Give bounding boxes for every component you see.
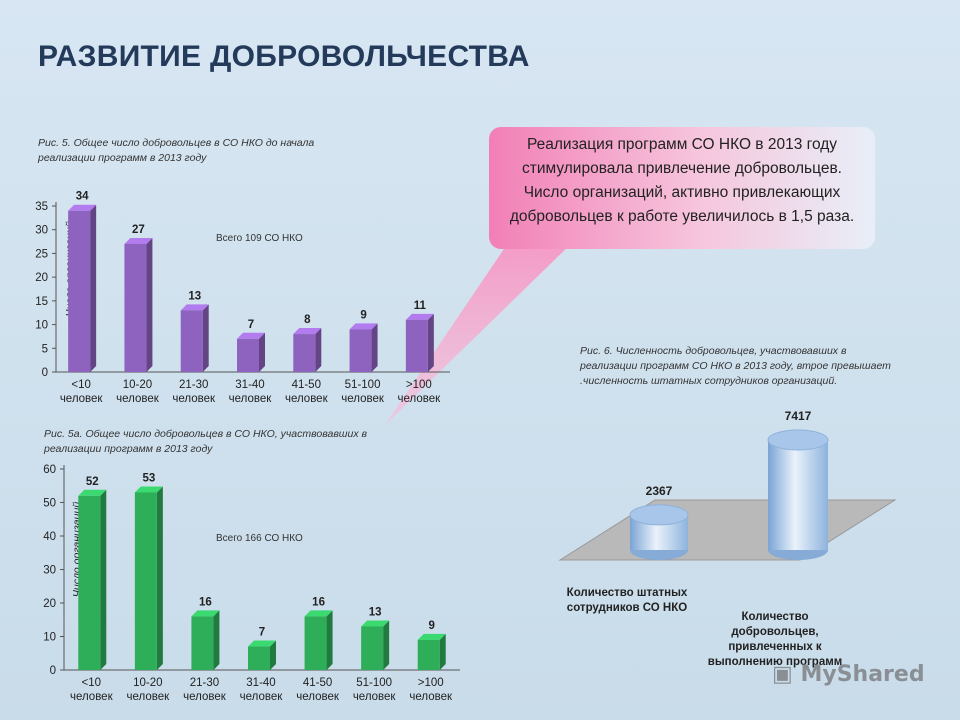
chart1-category-label: 21-30 bbox=[179, 379, 208, 391]
chart2-value-label: 7 bbox=[259, 627, 265, 639]
chart2-bar bbox=[417, 633, 446, 670]
chart1-bar bbox=[68, 204, 97, 372]
chart2-value-label: 52 bbox=[86, 476, 99, 488]
chart1-category-label: человек bbox=[341, 393, 385, 405]
chart2-category-label: человек bbox=[183, 691, 227, 703]
chart3-caption: Рис. 6. Численность добровольцев, участв… bbox=[580, 345, 891, 387]
chart2-category-label: человек bbox=[353, 691, 397, 703]
chart1-category-label: >100 bbox=[406, 379, 432, 391]
chart2-category-label: 51-100 bbox=[356, 677, 392, 689]
chart3-value-label: 7417 bbox=[785, 409, 812, 423]
chart3-floor bbox=[558, 499, 897, 561]
chart1-category-label: человек bbox=[398, 393, 442, 405]
chart1-value-label: 34 bbox=[76, 191, 89, 203]
chart1-category-label: <10 bbox=[71, 379, 91, 391]
chart1-total: Всего 109 СО НКО bbox=[216, 233, 303, 244]
chart2-category-label: 10-20 bbox=[133, 677, 162, 689]
chart2-bar bbox=[248, 640, 276, 670]
chart1-category-label: человек bbox=[172, 393, 216, 405]
chart2-value-label: 9 bbox=[429, 620, 435, 632]
chart1-y-tick-label: 30 bbox=[35, 225, 48, 237]
chart1-value-label: 8 bbox=[304, 314, 311, 326]
chart2-y-tick-label: 50 bbox=[43, 498, 56, 510]
chart1-category-label: человек bbox=[116, 393, 160, 405]
chart1-y-tick-label: 35 bbox=[35, 201, 48, 213]
chart2-value-label: 16 bbox=[312, 596, 325, 608]
chart2-caption: Рис. 5а. Общее число добровольцев в СО Н… bbox=[44, 428, 368, 455]
chart1-category-label: 41-50 bbox=[292, 379, 321, 391]
chart2-bar bbox=[361, 620, 390, 670]
chart2-category-label: 21-30 bbox=[190, 677, 219, 689]
callout-text: Реализация программ СО НКО в 2013 году с… bbox=[509, 136, 855, 225]
chart2-category-label: человек bbox=[70, 691, 114, 703]
chart3-category-label: Количество добровольцев, привлеченных к вып… bbox=[708, 611, 842, 668]
chart1-bar bbox=[180, 304, 209, 372]
chart2-category-label: >100 bbox=[418, 677, 444, 689]
monitor-icon: ▣ bbox=[772, 662, 793, 687]
chart3-category-label: Количество штатных сотрудников СО НКО bbox=[567, 587, 688, 614]
chart2-category-label: человек bbox=[240, 691, 284, 703]
chart1-category-label: человек bbox=[229, 393, 273, 405]
chart1-y-tick-label: 25 bbox=[35, 248, 48, 260]
chart3-cylinder bbox=[629, 504, 689, 560]
chart1-y-tick-label: 15 bbox=[35, 296, 48, 308]
watermark-text: MyShared bbox=[800, 662, 925, 687]
chart1-value-label: 11 bbox=[414, 300, 427, 312]
chart2-y-tick-label: 30 bbox=[43, 565, 56, 577]
chart1-category-label: человек bbox=[60, 393, 104, 405]
chart1-y-tick-label: 5 bbox=[42, 343, 48, 355]
chart2-category-label: человек bbox=[127, 691, 171, 703]
chart2-category-label: 31-40 bbox=[246, 677, 275, 689]
chart1-value-label: 7 bbox=[248, 319, 254, 331]
chart1-caption: Рис. 5. Общее число добровольцев в СО НК… bbox=[38, 137, 315, 164]
chart2-value-label: 13 bbox=[369, 606, 382, 618]
chart1-value-label: 27 bbox=[132, 224, 145, 236]
chart1-category-label: человек bbox=[285, 393, 329, 405]
chart2-total: Всего 166 СО НКО bbox=[216, 533, 303, 544]
chart1-category-label: 31-40 bbox=[235, 379, 264, 391]
chart1-bar bbox=[293, 328, 322, 372]
chart1-y-tick-label: 0 bbox=[42, 367, 48, 379]
chart1-bar bbox=[124, 237, 153, 372]
chart2-bar bbox=[134, 486, 163, 670]
chart2-category-label: <10 bbox=[82, 677, 102, 689]
page-title: РАЗВИТИЕ ДОБРОВОЛЬЧЕСТВА bbox=[38, 40, 530, 73]
chart3-cylinder bbox=[767, 429, 829, 560]
chart1-value-label: 13 bbox=[188, 290, 201, 302]
chart3-value-label: 2367 bbox=[646, 484, 673, 498]
chart1-bar bbox=[405, 313, 434, 372]
chart1-category-label: 51-100 bbox=[345, 379, 381, 391]
chart1-value-label: 9 bbox=[360, 309, 366, 321]
chart2-y-tick-label: 40 bbox=[43, 531, 56, 543]
chart2-y-tick-label: 10 bbox=[43, 632, 56, 644]
chart2-y-tick-label: 0 bbox=[50, 665, 56, 677]
watermark-logo: ▣ MyShared bbox=[772, 662, 925, 687]
chart2-category-label: человек bbox=[409, 691, 453, 703]
chart2-value-label: 16 bbox=[199, 596, 212, 608]
chart1-y-tick-label: 20 bbox=[35, 272, 48, 284]
chart2-y-tick-label: 20 bbox=[43, 598, 56, 610]
chart1-category-label: 10-20 bbox=[123, 379, 152, 391]
chart2-category-label: 41-50 bbox=[303, 677, 332, 689]
chart2-value-label: 53 bbox=[142, 472, 155, 484]
callout-box bbox=[489, 127, 875, 249]
chart2-bar bbox=[78, 489, 107, 670]
chart2-bar bbox=[304, 610, 333, 670]
chart2-category-label: человек bbox=[296, 691, 340, 703]
chart1-bar bbox=[237, 332, 265, 372]
chart2-y-tick-label: 60 bbox=[43, 464, 56, 476]
chart1-bar bbox=[349, 323, 378, 372]
chart1-y-tick-label: 10 bbox=[35, 320, 48, 332]
chart2-bar bbox=[191, 610, 220, 670]
